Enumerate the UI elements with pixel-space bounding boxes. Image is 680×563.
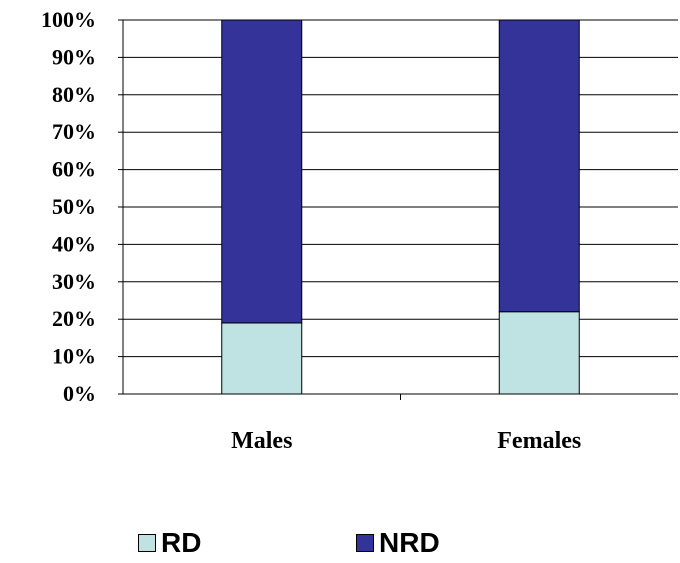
bar-rd-males [221, 322, 303, 395]
y-tick-label: 10% [52, 344, 96, 369]
y-tick-label: 100% [41, 7, 96, 32]
x-category-label: Females [497, 428, 581, 454]
y-tick-label: 0% [63, 381, 96, 406]
y-tick-label: 60% [52, 157, 96, 182]
axes [118, 19, 678, 400]
x-category-label: Males [231, 428, 292, 454]
bar-nrd-males [221, 19, 303, 324]
legend-label-nrd: NRD [379, 527, 440, 558]
legend-swatch-rd [138, 534, 156, 552]
legend: RD NRD [0, 527, 680, 561]
y-tick-label: 50% [52, 194, 96, 219]
legend-item-rd: RD [138, 527, 201, 559]
bar-nrd-females [498, 19, 580, 313]
y-tick-label: 80% [52, 82, 96, 107]
y-tick-label: 30% [52, 269, 96, 294]
y-tick-label: 20% [52, 306, 96, 331]
gridlines [123, 19, 678, 358]
y-tick-label: 90% [52, 44, 96, 69]
y-tick-label: 40% [52, 231, 96, 256]
legend-label-rd: RD [161, 527, 202, 558]
axis-labels: 0% 10% 20% 30% 40% 50% 60% 70% 80% 90% 100% Males Fe… [41, 7, 581, 454]
y-tick-label: 70% [52, 119, 96, 144]
legend-item-nrd: NRD [356, 527, 440, 559]
stacked-bar-chart: 0% 10% 20% 30% 40% 50% 60% 70% 80% 90% 100% Males Fe… [41, 7, 678, 454]
bar-rd-females [498, 311, 580, 395]
legend-swatch-nrd [356, 534, 374, 552]
